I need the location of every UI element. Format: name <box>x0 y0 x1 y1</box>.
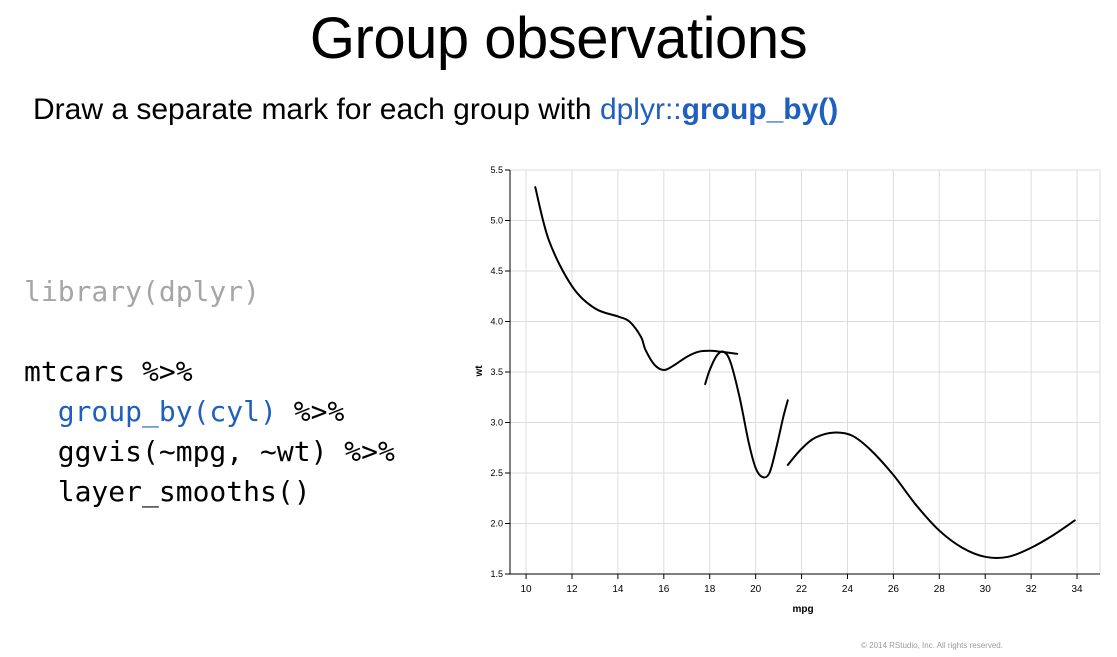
copyright-notice: © 2014 RStudio, Inc. All rights reserved… <box>861 641 1003 650</box>
smooth-line <box>786 431 1076 559</box>
y-tick-label: 3.5 <box>490 367 503 377</box>
subtitle-function: group_by() <box>681 93 839 126</box>
code-line-layer-smooths: layer_smooths() <box>24 472 395 512</box>
chart-axes: 10 12 14 16 18 20 22 24 26 28 30 32 34 1.5 2.0 2.5 3.0 3.… <box>490 165 1100 595</box>
code-line-mtcars: mtcars %>% <box>24 355 193 388</box>
smooth-line <box>534 186 739 371</box>
x-tick-label: 18 <box>704 584 716 595</box>
code-line-blank <box>24 312 395 352</box>
subtitle-package: dplyr:: <box>599 93 682 126</box>
x-tick-label: 30 <box>980 584 992 595</box>
x-tick-label: 12 <box>566 584 578 595</box>
x-tick-label: 28 <box>934 584 946 595</box>
code-group-by-pipe: %>% <box>276 395 345 428</box>
code-ggvis-call: ggvis(~mpg, ~wt) %>% <box>57 435 395 468</box>
slide-subtitle: Draw a separate mark for each group with… <box>33 90 838 130</box>
code-line-ggvis: ggvis(~mpg, ~wt) %>% <box>24 432 395 472</box>
y-tick-label: 4.5 <box>490 266 503 276</box>
subtitle-text: Draw a separate mark for each group with <box>33 93 600 126</box>
x-tick-label: 24 <box>842 584 854 595</box>
y-tick-label: 2.0 <box>490 519 503 529</box>
code-block: library(dplyr) mtcars %>% group_by(cyl) %… <box>24 272 395 512</box>
x-tick-label: 26 <box>888 584 900 595</box>
x-axis-label: mpg <box>792 604 813 615</box>
y-tick-label: 3.0 <box>490 418 503 428</box>
code-line-library: library(dplyr) <box>24 275 261 308</box>
y-tick-label: 1.5 <box>490 569 503 579</box>
y-axis-label: wt <box>474 365 485 378</box>
y-tick-label: 4.0 <box>490 317 503 327</box>
x-tick-label: 32 <box>1026 584 1038 595</box>
x-tick-label: 34 <box>1071 584 1083 595</box>
x-tick-label: 20 <box>750 584 762 595</box>
smooth-line <box>704 350 789 479</box>
chart-series <box>534 186 1076 559</box>
slide-title: Group observations <box>309 6 808 71</box>
code-line-group-by: group_by(cyl) %>% <box>24 392 395 432</box>
y-tick-label: 5.5 <box>490 165 503 175</box>
chart-grid <box>509 169 1101 575</box>
x-tick-label: 22 <box>796 584 808 595</box>
code-layer-smooths-call: layer_smooths() <box>57 475 311 508</box>
x-tick-label: 14 <box>612 584 624 595</box>
y-tick-label: 5.0 <box>490 216 503 226</box>
x-tick-label: 16 <box>658 584 670 595</box>
smooth-line-chart: 10 12 14 16 18 20 22 24 26 28 30 32 34 1.5 2.0 2.5 3.0 3.… <box>474 165 1101 615</box>
y-tick-label: 2.5 <box>490 468 503 478</box>
code-group-by-call: group_by(cyl) <box>57 395 277 428</box>
x-tick-label: 10 <box>521 584 533 595</box>
